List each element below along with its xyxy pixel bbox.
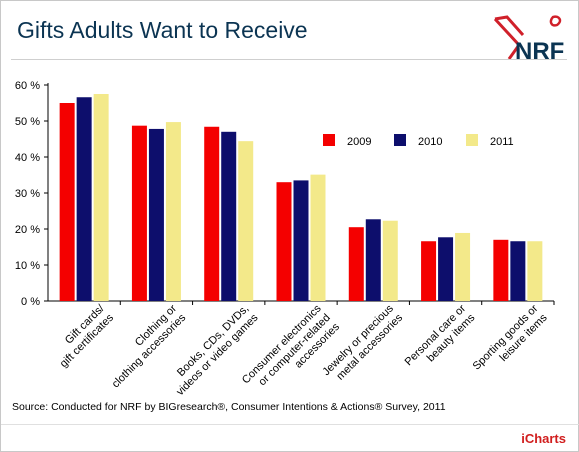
legend-label-2009: 2009 <box>347 136 371 148</box>
y-tick-label: 30 % <box>15 188 40 200</box>
bar-2011 <box>527 241 543 301</box>
bar-2010 <box>76 97 92 302</box>
source-note: Source: Conducted for NRF by BIGresearch… <box>12 401 446 413</box>
y-tick-label: 10 % <box>15 260 40 272</box>
bar-2011 <box>93 94 109 301</box>
bar-2009 <box>493 239 509 301</box>
bar-2010 <box>438 237 454 301</box>
bar-2009 <box>131 125 147 302</box>
bar-2009 <box>421 241 437 301</box>
y-tick-label: 50 % <box>15 116 40 128</box>
bar-2010 <box>510 241 526 301</box>
nrf-bow-icon <box>549 15 562 27</box>
x-tick-label: Gift cards/gift certificates <box>49 302 117 370</box>
footer-divider <box>1 424 579 425</box>
legend-swatch-2010 <box>394 134 406 146</box>
legend-swatch-2011 <box>466 134 478 146</box>
bar-2010 <box>293 180 309 301</box>
y-tick-label: 60 % <box>15 80 40 92</box>
legend-label-2011: 2011 <box>490 136 514 148</box>
bar-chart: 0 % 10 % 20 % 30 % 40 % 50 % 60 % Gift cards/gi… <box>15 80 555 398</box>
legend-swatch-2009 <box>323 134 335 146</box>
nrf-logo: NRF <box>493 15 564 65</box>
bar-2009 <box>204 126 220 301</box>
y-tick-label: 20 % <box>15 224 40 236</box>
bar-2011 <box>165 122 181 301</box>
bar-2011 <box>455 232 471 301</box>
bar-2009 <box>348 227 364 301</box>
x-tick-label: Jewelry or preciousmetal accessories <box>320 302 405 387</box>
legend-label-2010: 2010 <box>418 136 442 148</box>
x-tick-label: Clothing orclothing accessories <box>101 302 189 390</box>
nrf-logo-text: NRF <box>515 38 564 65</box>
bar-2009 <box>276 182 292 301</box>
icharts-brand: iCharts <box>521 431 566 446</box>
x-tick-label: Personal care orbeauty items <box>403 302 478 377</box>
nrf-ribbon-icon <box>493 15 525 60</box>
bar-2011 <box>382 220 398 301</box>
bar-2010 <box>148 128 164 301</box>
bar-2011 <box>310 174 326 301</box>
y-tick-label: 40 % <box>15 152 40 164</box>
chart-title: Gifts Adults Want to Receive <box>17 17 308 43</box>
bar-2010 <box>221 131 237 301</box>
bar-2011 <box>238 141 254 301</box>
bar-2009 <box>59 103 75 301</box>
x-tick-label: Sporting goods orleisure items <box>471 302 550 381</box>
bar-2010 <box>365 219 381 301</box>
y-tick-label: 0 % <box>21 296 40 308</box>
title-divider <box>11 59 567 60</box>
